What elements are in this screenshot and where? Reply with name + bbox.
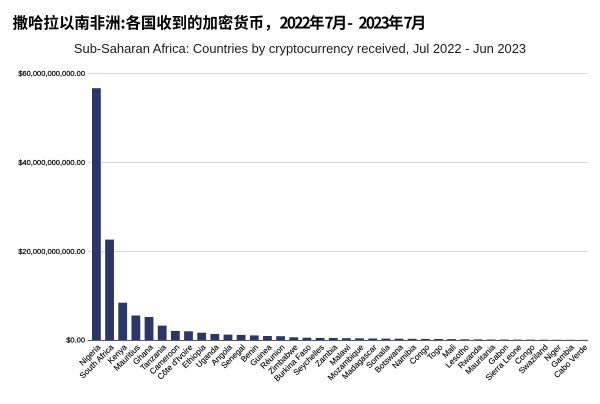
svg-text:$60,000,000,000.00: $60,000,000,000.00 <box>18 69 85 78</box>
svg-text:$20,000,000,000.00: $20,000,000,000.00 <box>18 247 85 256</box>
svg-text:$0.00: $0.00 <box>66 336 85 345</box>
svg-text:Sub-Saharan Africa: Countries: Sub-Saharan Africa: Countries by cryptoc… <box>74 41 526 56</box>
svg-text:$40,000,000,000.00: $40,000,000,000.00 <box>18 158 85 167</box>
